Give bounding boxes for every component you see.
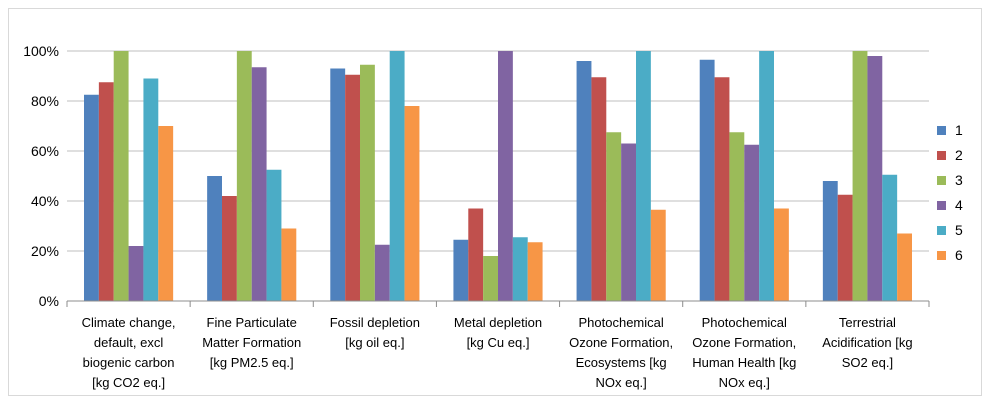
bar-series-6	[527, 242, 543, 301]
bar-series-2	[98, 82, 114, 301]
bar-series-4	[128, 246, 144, 301]
x-tick-label: Fossil depletion [kg oil eq.]	[330, 315, 420, 350]
bar-series-6	[650, 209, 666, 301]
bar-series-4	[621, 143, 636, 301]
bar-series-5	[266, 169, 282, 301]
bar-series-6	[404, 106, 420, 301]
y-tick-label: 0%	[39, 293, 59, 309]
bar-series-1	[699, 59, 715, 301]
legend-label: 4	[955, 197, 963, 213]
legend-label: 1	[955, 122, 963, 138]
bar-series-3	[606, 132, 622, 301]
legend-label: 2	[955, 147, 963, 163]
bar-series-6	[774, 208, 789, 301]
x-tick-label: Terrestrial Acidification [kg SO2 eq.]	[822, 315, 912, 370]
y-tick-label: 80%	[31, 93, 59, 109]
legend-swatch	[937, 226, 946, 235]
bar-series-2	[714, 77, 730, 301]
bar-series-3	[113, 51, 129, 301]
legend: 1 2 3 4 5 6	[937, 122, 963, 263]
bar-series-5	[512, 237, 528, 301]
bar-series-4	[867, 56, 883, 301]
bar-series-2	[468, 208, 484, 301]
legend-swatch	[937, 176, 946, 185]
x-tick-label: Climate change, default, excl biogenic car…	[82, 315, 176, 390]
bar-series-1	[822, 181, 838, 301]
bar-series-4	[744, 144, 760, 301]
bar-series-3	[483, 256, 498, 301]
bar-series-3	[729, 132, 745, 301]
bar-series-6	[897, 233, 912, 301]
bar-series-5	[389, 51, 405, 301]
legend-label: 5	[955, 222, 963, 238]
legend-swatch	[937, 201, 946, 210]
legend-swatch	[937, 126, 946, 135]
bar-series-5	[759, 51, 774, 301]
legend-label: 3	[955, 172, 963, 188]
bar-series-1	[330, 68, 346, 301]
bar-series-1	[576, 61, 592, 301]
x-tick-label: Fine Particulate Matter Formation [kg PM2.…	[202, 315, 301, 370]
y-tick-label: 60%	[31, 143, 59, 159]
x-tick-label: Photochemical Ozone Formation, Ecosystems …	[569, 315, 673, 390]
x-axis: Climate change, default, excl biogenic car…	[66, 300, 930, 390]
bar-series-1	[453, 239, 469, 301]
bar-series-3	[236, 51, 252, 301]
bars	[84, 51, 912, 301]
bar-series-3	[360, 64, 375, 301]
bar-series-5	[636, 51, 651, 301]
legend-swatch	[937, 151, 946, 160]
y-tick-label: 20%	[31, 243, 59, 259]
bar-series-2	[591, 77, 607, 301]
x-tick-label: Metal depletion [kg Cu eq.]	[454, 315, 542, 350]
bar-series-3	[852, 51, 868, 301]
bar-series-2	[837, 194, 853, 301]
bar-series-5	[143, 78, 159, 301]
bar-series-2	[345, 74, 360, 301]
legend-swatch	[937, 251, 946, 260]
y-tick-label: 100%	[23, 43, 59, 59]
bar-series-6	[281, 228, 297, 301]
bar-series-5	[882, 174, 898, 301]
x-tick-label: Photochemical Ozone Formation, Human Healt…	[692, 315, 796, 390]
y-tick-label: 40%	[31, 193, 59, 209]
bar-series-6	[158, 126, 174, 301]
bar-series-4	[251, 67, 267, 301]
bar-series-4	[498, 51, 513, 301]
bar-series-4	[374, 244, 390, 301]
bar-series-2	[222, 196, 237, 301]
legend-label: 6	[955, 247, 963, 263]
bar-series-1	[84, 94, 99, 301]
bar-series-1	[207, 176, 222, 301]
y-axis: 0% 20% 40% 60% 80% 100%	[23, 43, 59, 309]
